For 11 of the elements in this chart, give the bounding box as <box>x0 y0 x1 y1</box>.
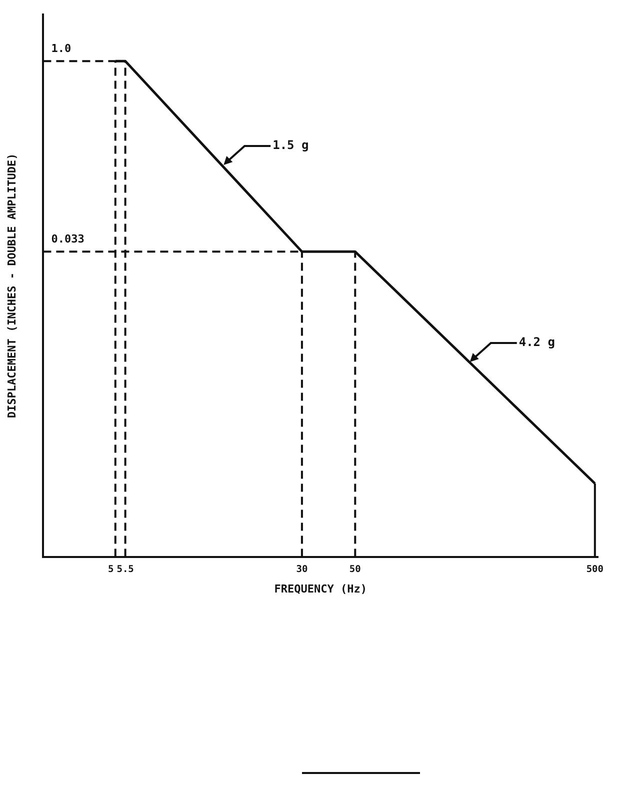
y-axis-title: DISPLACEMENT (INCHES - DOUBLE AMPLITUDE) <box>5 153 18 418</box>
annotation: 1.5 g <box>272 138 309 152</box>
x-tick-label: 30 <box>296 564 308 576</box>
x-tick-label: 5.5 <box>116 564 134 576</box>
x-tick-label: 500 <box>586 564 604 576</box>
x-axis-title: FREQUENCY (Hz) <box>274 582 367 596</box>
annotation: 4.2 g <box>518 335 555 350</box>
y-tick-label: 1.0 <box>51 42 72 55</box>
x-tick-label: 50 <box>349 564 362 576</box>
x-tick-label: 5 <box>108 564 114 576</box>
y-tick-label: 0.033 <box>51 232 84 246</box>
